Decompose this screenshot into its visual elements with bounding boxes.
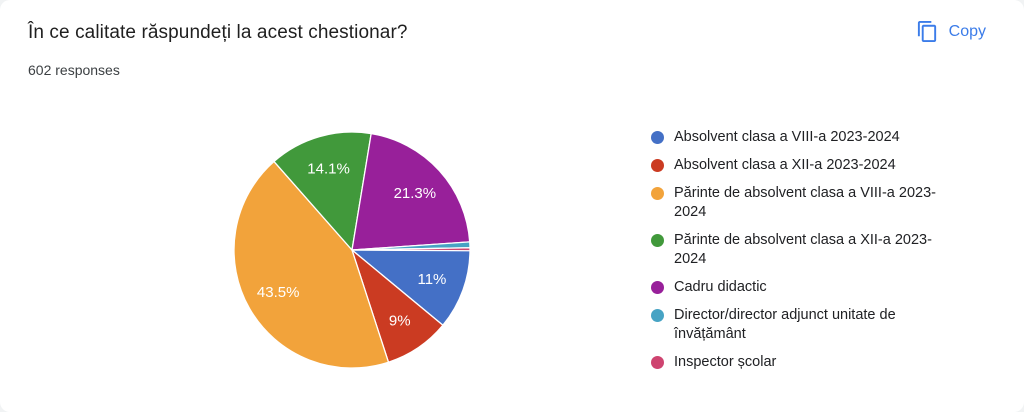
- pie-slice-percent-label: 14.1%: [307, 160, 350, 177]
- legend-color-dot: [651, 187, 664, 200]
- pie-slice-percent-label: 9%: [389, 312, 411, 329]
- legend-color-dot: [651, 131, 664, 144]
- legend-label: Cadru didactic: [674, 279, 767, 295]
- pie-slice-percent-label: 43.5%: [257, 284, 300, 301]
- legend-item-5: Director/director adjunct unitate de înv…: [651, 306, 956, 344]
- question-title: În ce calitate răspundeți la acest chest…: [28, 22, 408, 43]
- legend-color-dot: [651, 159, 664, 172]
- pie-slice-percent-label: 11%: [417, 271, 446, 288]
- legend-color-dot: [651, 356, 664, 369]
- legend-item-6: Inspector școlar: [651, 353, 956, 372]
- chart-legend: Absolvent clasa a VIII-a 2023-2024 Absolv…: [651, 128, 956, 381]
- pie-slice-0[interactable]: [351, 249, 471, 326]
- legend-label: Director/director adjunct unitate de înv…: [674, 307, 896, 342]
- legend-color-dot: [651, 281, 664, 294]
- legend-label: Absolvent clasa a XII-a 2023-2024: [674, 157, 896, 173]
- legend-item-4: Cadru didactic: [651, 278, 956, 297]
- legend-item-2: Părinte de absolvent clasa a VIII-a 2023…: [651, 184, 956, 222]
- copy-icon: [916, 20, 939, 43]
- pie-slice-percent-label: 21.3%: [394, 185, 437, 202]
- legend-color-dot: [651, 234, 664, 247]
- pie-slice-4[interactable]: [351, 132, 471, 251]
- response-count: 602 responses: [28, 62, 120, 78]
- legend-label: Părinte de absolvent clasa a VIII-a 2023…: [674, 185, 936, 220]
- legend-item-3: Părinte de absolvent clasa a XII-a 2023-…: [651, 231, 956, 269]
- pie-slice-2[interactable]: [233, 160, 390, 369]
- legend-color-dot: [651, 309, 664, 322]
- legend-label: Absolvent clasa a VIII-a 2023-2024: [674, 129, 900, 145]
- pie-slice-3[interactable]: [273, 131, 372, 251]
- copy-button[interactable]: Copy: [916, 20, 986, 43]
- pie-slice-6[interactable]: [351, 247, 471, 252]
- copy-button-label: Copy: [948, 22, 986, 40]
- legend-item-1: Absolvent clasa a XII-a 2023-2024: [651, 156, 956, 175]
- legend-label: Inspector școlar: [674, 354, 777, 370]
- legend-item-0: Absolvent clasa a VIII-a 2023-2024: [651, 128, 956, 147]
- legend-label: Părinte de absolvent clasa a XII-a 2023-…: [674, 232, 932, 267]
- pie-chart: 11% 9% 43.5% 14.1% 21.3%: [233, 131, 471, 369]
